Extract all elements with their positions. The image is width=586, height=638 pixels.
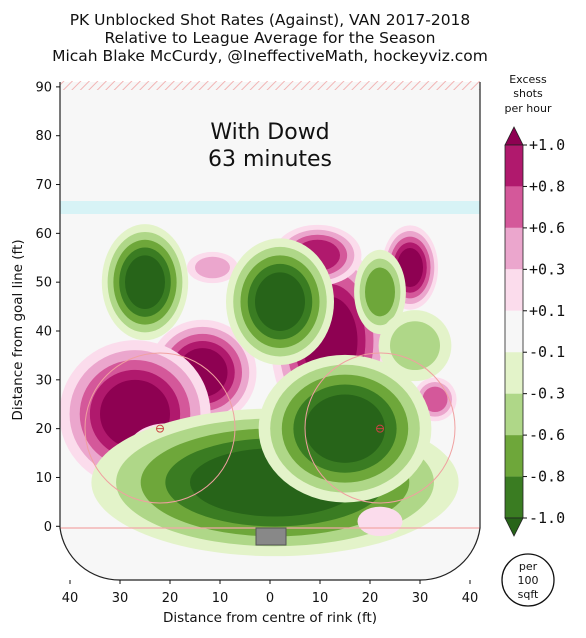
x-tick-label: 20 (362, 591, 379, 606)
colorbar-bin (505, 227, 523, 270)
colorbar-bin (505, 145, 523, 187)
heat-contour (422, 386, 448, 413)
chart-title-line-1: PK Unblocked Shot Rates (Against), VAN 2… (70, 11, 471, 29)
colorbar: Excess shots per hour +1.0 +0.8 +0.6 +0.3 +0… (504, 73, 565, 537)
colorbar-tick-label: +0.8 (529, 177, 565, 195)
x-tick-label: 30 (112, 591, 129, 606)
y-tick-label: 70 (35, 178, 52, 193)
y-tick-label: 80 (35, 129, 52, 144)
unit-badge-circle (501, 553, 555, 607)
annotation-minutes: 63 minutes (208, 147, 332, 172)
colorbar-tick-label: +1.0 (529, 136, 565, 154)
heat-region (258, 354, 432, 503)
y-axis: 0 10 20 30 40 50 60 70 80 90 (35, 80, 60, 535)
heat-region (357, 506, 403, 537)
colorbar-bins (504, 126, 524, 537)
x-tick-label: 40 (62, 591, 79, 606)
left-faceoff-dot (156, 424, 164, 433)
y-tick-label: 50 (35, 276, 52, 291)
goal-net (255, 527, 287, 546)
unit-badge-line-2: 100 (518, 574, 539, 587)
y-tick-label: 90 (35, 80, 52, 95)
colorbar-bin (504, 517, 524, 537)
heat-layer (60, 224, 459, 557)
x-axis: 40 30 20 10 0 10 20 30 40 (62, 580, 479, 606)
heat-contour (357, 506, 403, 537)
left-faceoff-circle (84, 352, 236, 504)
colorbar-tick-label: -0.1 (529, 343, 565, 361)
colorbar-tick-label: +0.1 (529, 302, 565, 320)
x-tick-label: 40 (462, 591, 479, 606)
right-faceoff-circle (304, 352, 456, 504)
x-tick-label: 30 (412, 591, 429, 606)
colorbar-bin (505, 186, 523, 228)
heat-region (226, 238, 334, 365)
x-axis-label: Distance from centre of rink (ft) (163, 610, 377, 626)
heat-region (101, 224, 189, 341)
colorbar-title-2: shots (513, 87, 543, 100)
colorbar-tick-label: +0.6 (529, 219, 565, 237)
heat-region (354, 249, 406, 335)
rink-top-hatch (60, 81, 480, 90)
colorbar-title-3: per hour (505, 102, 552, 115)
y-tick-label: 40 (35, 325, 52, 340)
colorbar-bin (505, 476, 523, 518)
y-tick-label: 0 (44, 520, 52, 535)
heat-region (187, 251, 238, 284)
chart-title-line-2: Relative to League Average for the Seaso… (105, 29, 436, 47)
colorbar-bin (505, 393, 523, 436)
x-tick-label: 10 (212, 591, 229, 606)
colorbar-bin (505, 269, 523, 311)
x-tick-label: 20 (162, 591, 179, 606)
colorbar-tick-label: -0.8 (529, 468, 565, 486)
colorbar-title-1: Excess (509, 73, 547, 86)
unit-badge: per 100 sqft (501, 553, 555, 607)
colorbar-tick-label: -1.0 (529, 509, 565, 527)
heat-contour (305, 394, 385, 463)
colorbar-tick-label: +0.3 (529, 260, 565, 278)
colorbar-tick-label: -0.6 (529, 426, 565, 444)
colorbar-tick-label: -0.3 (529, 385, 565, 403)
colorbar-bin (505, 435, 523, 477)
blue-line (60, 201, 480, 214)
colorbar-bin (505, 352, 523, 394)
y-tick-label: 30 (35, 373, 52, 388)
rink (59, 81, 481, 581)
x-tick-label: 10 (312, 591, 329, 606)
y-tick-label: 20 (35, 422, 52, 437)
heat-contour (255, 272, 305, 331)
right-faceoff-dot (376, 424, 384, 433)
heat-contour (125, 255, 165, 310)
unit-badge-line-1: per (519, 560, 538, 573)
colorbar-bin (505, 310, 523, 353)
heat-contour (195, 256, 230, 279)
heat-contour (365, 267, 395, 317)
heat-region (378, 310, 452, 382)
x-tick-label: 0 (266, 591, 274, 606)
y-tick-label: 10 (35, 471, 52, 486)
colorbar-bin (504, 126, 524, 146)
reference-marks (156, 424, 384, 433)
colorbar-labels: +1.0 +0.8 +0.6 +0.3 +0.1 -0.1 -0.3 -0.6 -0.8 -1.0 (523, 136, 565, 527)
y-tick-label: 60 (35, 227, 52, 242)
heat-contour (390, 321, 440, 371)
y-axis-label: Distance from goal line (ft) (10, 239, 26, 420)
annotation-player: With Dowd (210, 120, 329, 145)
unit-badge-line-3: sqft (518, 588, 539, 601)
chart-title-line-3: Micah Blake McCurdy, @IneffectiveMath, h… (52, 47, 488, 65)
